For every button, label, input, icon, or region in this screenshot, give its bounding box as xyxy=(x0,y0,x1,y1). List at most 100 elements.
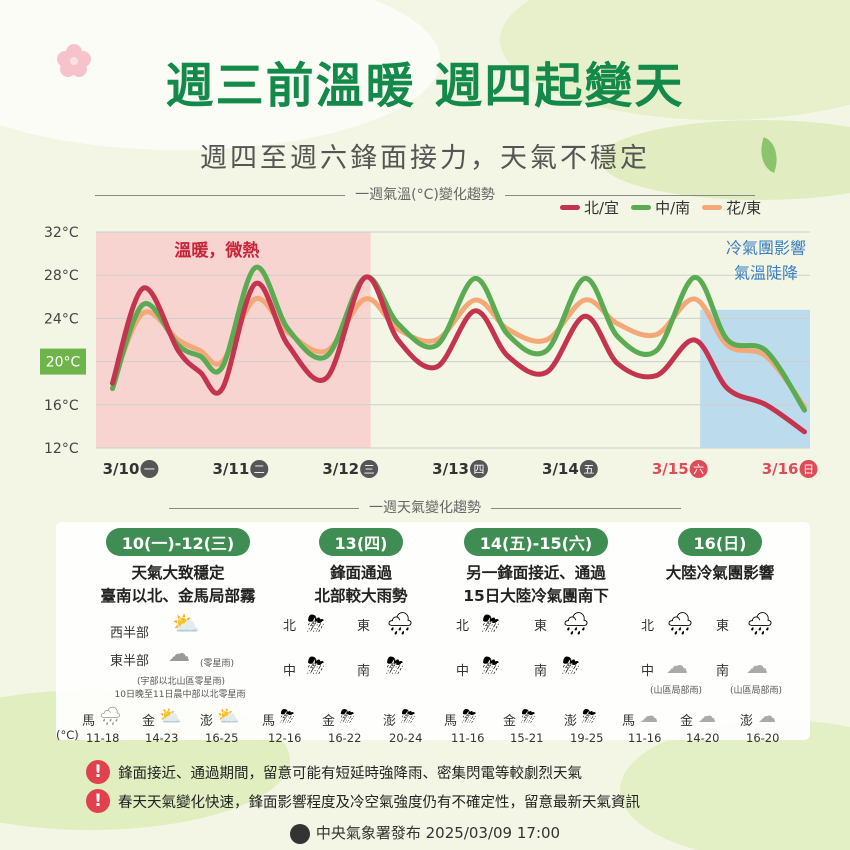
cwa-logo-icon xyxy=(289,823,310,844)
sun-cloud-icon: ⛅ xyxy=(159,706,182,727)
storm-icon: ⛈ xyxy=(521,706,536,727)
group-2-desc: 鋒面通過 北部較大雨勢 xyxy=(276,562,446,608)
cloud-icon: ☁ xyxy=(758,706,776,727)
legend-swatch-east xyxy=(702,205,723,210)
temp-range: 14-20 xyxy=(686,731,720,745)
annotation-cold-1: 冷氣團影響 xyxy=(726,239,806,258)
legend-item-central: 中/南 xyxy=(631,197,690,218)
day-badge xyxy=(689,460,708,478)
series-line-0 xyxy=(109,274,808,435)
footer-text: 中央氣象署發布 2025/03/09 17:00 xyxy=(315,824,561,842)
storm-icon: ⛈ xyxy=(401,706,416,727)
group-1-pill: 10(一)-12(三) xyxy=(105,528,251,556)
storm-icon: ⛈ xyxy=(307,612,325,637)
page-subtitle: 週四至週六鋒面接力，天氣不穩定 xyxy=(200,143,650,174)
weather-group-1: 10(一)-12(三) 天氣大致穩定 臺南以北、金馬局部霧 xyxy=(78,528,278,608)
temp-range: 16-25 xyxy=(205,731,239,745)
g4-north-label: 北 xyxy=(641,619,655,634)
station-jin: 金 xyxy=(503,714,517,729)
storm-icon: ⛈ xyxy=(340,706,355,727)
footer: 中央氣象署發布 2025/03/09 17:00 xyxy=(0,822,850,844)
temp-range: 16-22 xyxy=(328,731,362,745)
g2-south-label: 南 xyxy=(357,664,371,679)
group-4-desc: 大陸冷氣團影響 xyxy=(630,562,810,585)
day-badge xyxy=(469,460,488,478)
cloud-icon: ☁ xyxy=(640,706,658,727)
station-ma: 馬 xyxy=(82,714,96,729)
storm-icon: ⛈ xyxy=(482,612,500,637)
storm-icon: ⛈ xyxy=(482,654,500,679)
group-2-line-2: 北部較大雨勢 xyxy=(314,587,408,605)
legend-swatch-central xyxy=(631,205,652,210)
cloud-icon: ☁ xyxy=(746,654,768,679)
temp-section-title: 一週氣溫(°C)變化趨勢 xyxy=(0,184,850,204)
rain-icon: 🌧 xyxy=(562,612,590,637)
temp-range: 11-18 xyxy=(86,731,120,745)
warning-1: ! 鋒面接近、通過期間，留意可能有短延時強降雨、密集閃電等較劇烈天氣 xyxy=(86,760,582,784)
annotation-cold-2: 氣溫陡降 xyxy=(734,263,798,282)
day-badge xyxy=(360,460,379,478)
group-1-line-1: 天氣大致穩定 xyxy=(131,564,225,582)
g4-east-label: 東 xyxy=(716,619,730,634)
series-line-1 xyxy=(109,264,808,413)
warning-1-text: 鋒面接近、通過期間，留意可能有短延時強降雨、密集閃電等較劇烈天氣 xyxy=(118,765,582,782)
weather-section-label: 一週天氣變化趨勢 xyxy=(369,500,481,516)
day-badge xyxy=(579,460,598,478)
legend-label-central: 中/南 xyxy=(655,199,691,217)
x-tick-label: 3/13 xyxy=(432,460,469,478)
warning-2: ! 春天天氣變化快速，鋒面影響程度及冷空氣強度仍有不確定性，留意最新天氣資訊 xyxy=(86,789,640,813)
g3-east-label: 東 xyxy=(534,619,548,634)
legend-item-north: 北/宜 xyxy=(560,197,619,218)
day-badge xyxy=(140,460,159,478)
temp-range: 20-24 xyxy=(389,731,423,745)
g2-central-label: 中 xyxy=(283,664,297,679)
sun-cloud-icon: ⛅ xyxy=(217,706,240,727)
y-tick-label: 20°C xyxy=(46,355,81,371)
day-badge-label: 三 xyxy=(364,463,375,476)
storm-icon: ⛈ xyxy=(462,706,477,727)
weather-group-2: 13(四) 鋒面通過 北部較大雨勢 xyxy=(276,528,446,608)
annotation-warm: 溫暖，微熱 xyxy=(174,240,259,261)
group-2-line-1: 鋒面通過 xyxy=(329,564,392,582)
g1-east-label: 東半部 xyxy=(110,654,150,669)
station-jin: 金 xyxy=(142,714,156,729)
g2-east-label: 東 xyxy=(357,619,371,634)
group-1-line-2: 臺南以北、金馬局部霧 xyxy=(100,587,256,605)
day-badge-label: 六 xyxy=(693,463,704,476)
station-ma: 馬 xyxy=(444,714,458,729)
station-ma: 馬 xyxy=(262,714,276,729)
g3-north-label: 北 xyxy=(456,619,470,634)
weather-group-4: 16(日) 大陸冷氣團影響 xyxy=(630,528,810,585)
day-badge-label: 五 xyxy=(583,463,594,476)
y-tick-label: 28°C xyxy=(44,268,79,284)
flower-decoration xyxy=(57,44,91,77)
y-tick-label: 32°C xyxy=(44,225,79,241)
unit-label: (°C) xyxy=(56,728,79,742)
x-tick-label: 3/14 xyxy=(542,460,579,478)
station-ma: 馬 xyxy=(622,714,636,729)
g4-mountain-note-2: (山區局部雨) xyxy=(730,686,783,696)
y-tick-label: 24°C xyxy=(44,311,79,327)
group-3-line-2: 15日大陸冷氣團南下 xyxy=(463,587,609,605)
y-tick-label: 16°C xyxy=(44,398,79,414)
group-1-desc: 天氣大致穩定 臺南以北、金馬局部霧 xyxy=(78,562,278,608)
storm-icon: ⛈ xyxy=(582,706,597,727)
group-4-pill: 16(日) xyxy=(677,528,763,556)
temp-range: 12-16 xyxy=(268,731,302,745)
sun-cloud-icon: ⛅ xyxy=(172,612,200,637)
rain-icon: 🌧 xyxy=(386,612,414,637)
warning-icon: ! xyxy=(86,789,110,813)
storm-icon: ⛈ xyxy=(386,654,404,679)
x-tick-label: 3/15 xyxy=(652,460,689,478)
legend-label-north: 北/宜 xyxy=(584,199,620,217)
g1-note-1: (宇部以北山區零星雨) xyxy=(136,677,226,687)
cloud-icon: ☁ xyxy=(666,654,688,679)
g4-south-label: 南 xyxy=(716,664,730,679)
station-peng: 澎 xyxy=(740,714,754,729)
g1-east-note: (零星雨) xyxy=(200,659,235,669)
storm-icon: ⛈ xyxy=(280,706,295,727)
temp-range: 11-16 xyxy=(628,731,662,745)
x-tick-label: 3/12 xyxy=(322,460,359,478)
x-tick-label: 3/11 xyxy=(212,460,249,478)
weather-group-3: 14(五)-15(六) 另一鋒面接近、通過 15日大陸冷氣團南下 xyxy=(436,528,636,608)
